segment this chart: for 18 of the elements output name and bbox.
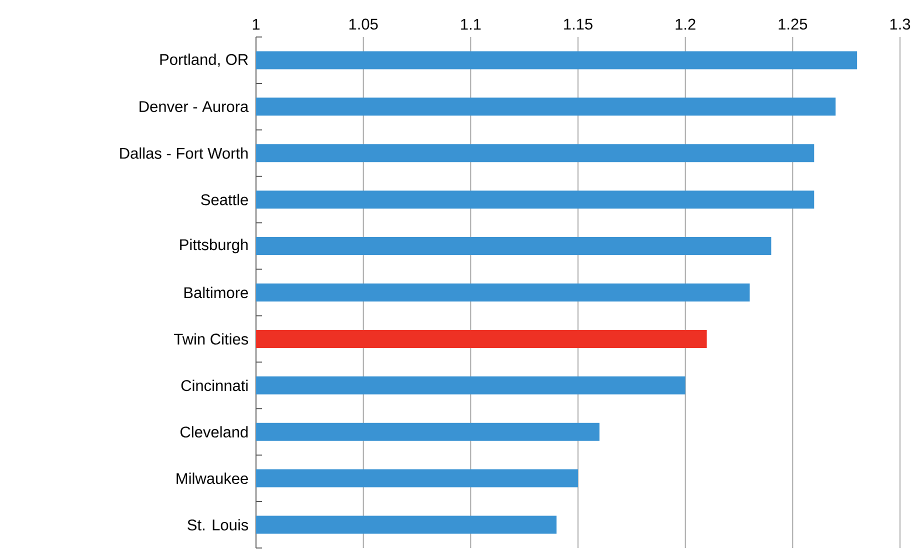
y-tick-label: Cincinnati — [181, 380, 248, 392]
x-tick-label: 1.2 — [676, 18, 696, 30]
y-tick-label: Seattle — [201, 194, 248, 206]
x-tick-label: 1.3 — [890, 18, 910, 30]
y-tick-label: Dallas - Fort Worth — [120, 147, 248, 159]
y-tick-label: Portland, OR — [160, 54, 248, 67]
y-tick-label: Twin Cities — [174, 333, 248, 345]
y-tick-label: Pittsburgh — [180, 238, 248, 254]
x-tick-label: 1.25 — [778, 18, 808, 30]
y-tick-label: St. Louis — [188, 519, 248, 530]
x-tick-label: 1.15 — [564, 18, 592, 30]
x-tick-label: 1.05 — [349, 18, 378, 30]
y-tick-label: Denver - Aurora — [140, 101, 249, 112]
y-tick-label: Baltimore — [184, 286, 248, 298]
x-tick-label: 1.1 — [461, 18, 481, 30]
y-tick-label: Milwaukee — [176, 472, 248, 484]
y-tick-label: Cleveland — [180, 426, 248, 438]
x-tick-label: 1 — [252, 18, 260, 30]
